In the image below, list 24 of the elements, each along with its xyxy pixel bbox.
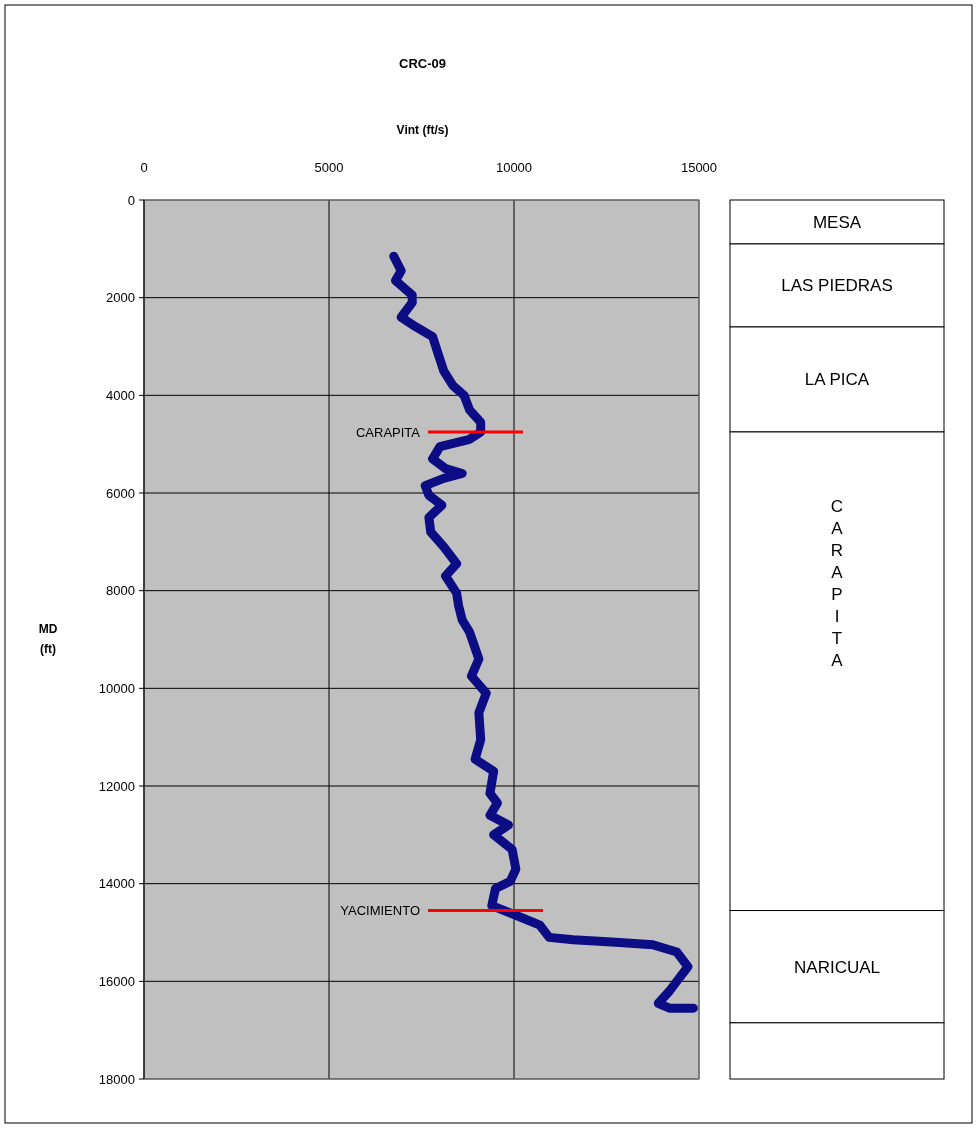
x-axis-title: Vint (ft/s) [396, 123, 449, 137]
chart-title: CRC-09 [399, 56, 446, 71]
y-tick-label: 8000 [106, 583, 135, 599]
series-label: LA PICA [804, 370, 870, 390]
y-tick-label: 16000 [98, 973, 135, 989]
series-label: CARAPITA [830, 496, 844, 670]
x-tick-label: 5000 [314, 160, 344, 175]
y-tick-label: 0 [127, 192, 135, 208]
y-tick-label: 10000 [98, 680, 135, 696]
series-label: MESA [812, 212, 862, 232]
ref-line-label: YACIMIENTO [340, 903, 420, 919]
x-tick-label: 0 [140, 160, 148, 175]
y-tick-label: 6000 [106, 485, 135, 501]
ref-line-label: CARAPITA [355, 424, 421, 440]
y-axis-title: MD (ft) [38, 622, 58, 656]
x-tick-label: 15000 [680, 160, 718, 175]
y-tick-label: 14000 [98, 876, 135, 892]
y-tick-label: 12000 [98, 778, 135, 794]
series-label: NARICUAL [794, 957, 880, 977]
y-tick-label: 4000 [106, 387, 135, 403]
series-label: LAS PIEDRAS [781, 276, 893, 296]
x-tick-label: 10000 [495, 160, 533, 175]
y-tick-label: 2000 [106, 290, 135, 306]
y-tick-label: 18000 [98, 1071, 135, 1087]
